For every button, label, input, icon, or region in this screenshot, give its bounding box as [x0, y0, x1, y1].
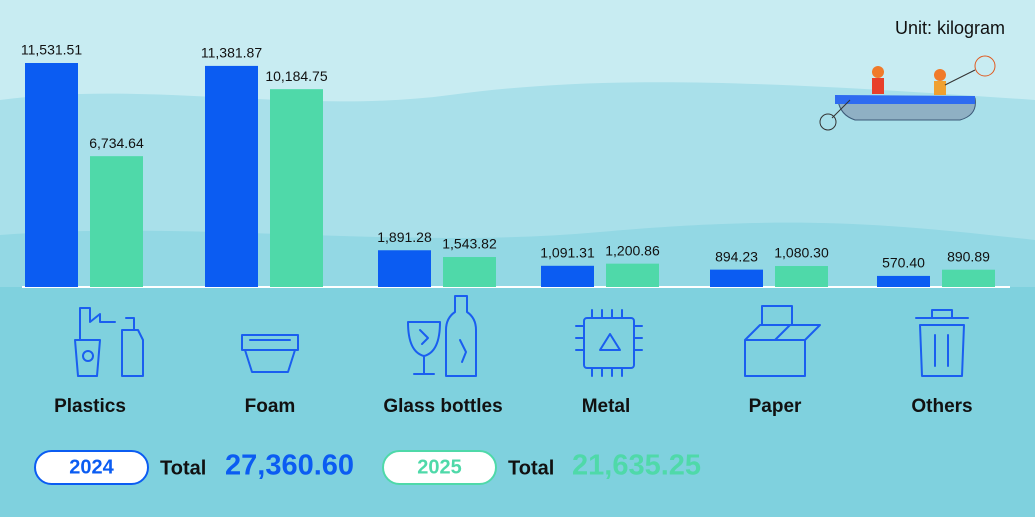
icon-glass — [407, 295, 477, 377]
bar — [25, 63, 78, 287]
unit-label: Unit: kilogram — [895, 18, 1005, 38]
boat — [819, 55, 996, 131]
value-label: 894.23 — [715, 248, 758, 264]
category-label: Glass bottles — [383, 396, 502, 417]
bar — [942, 269, 995, 287]
legend-label: 2024 — [69, 456, 114, 478]
value-label: 1,091.31 — [540, 245, 595, 261]
category-label: Plastics — [54, 396, 126, 417]
icon-others — [915, 309, 969, 377]
bar — [270, 89, 323, 287]
value-label: 11,531.51 — [21, 42, 82, 58]
value-label: 890.89 — [947, 248, 990, 264]
value-label: 10,184.75 — [265, 68, 327, 84]
icon-paper — [744, 305, 821, 377]
total-text: Total — [508, 457, 554, 479]
bar — [378, 250, 431, 287]
value-label: 1,200.86 — [605, 242, 660, 258]
bar — [606, 263, 659, 287]
icon-foam — [241, 334, 299, 373]
floor — [0, 287, 1035, 517]
bar — [443, 257, 496, 287]
total-value: 21,635.25 — [572, 450, 701, 482]
value-label: 11,381.87 — [201, 45, 262, 61]
value-label: 570.40 — [882, 255, 925, 271]
bar — [541, 265, 594, 287]
legend-pill — [34, 450, 149, 485]
bar — [710, 269, 763, 287]
total-value: 27,360.60 — [225, 450, 354, 482]
value-label: 1,891.28 — [377, 229, 432, 245]
value-label: 1,543.82 — [442, 236, 497, 252]
legend-pill — [382, 450, 497, 485]
bar — [205, 65, 258, 287]
icon-metal — [575, 309, 643, 377]
bar — [877, 275, 930, 287]
category-label: Others — [911, 396, 972, 417]
legend-label: 2025 — [417, 456, 462, 478]
bar — [775, 266, 828, 287]
category-label: Metal — [582, 396, 631, 417]
value-label: 6,734.64 — [89, 135, 144, 151]
total-text: Total — [160, 457, 206, 479]
value-label: 1,080.30 — [774, 245, 829, 261]
category-label: Foam — [245, 396, 296, 417]
bar — [90, 156, 143, 287]
category-label: Paper — [749, 396, 802, 417]
icon-plastics — [74, 307, 144, 377]
